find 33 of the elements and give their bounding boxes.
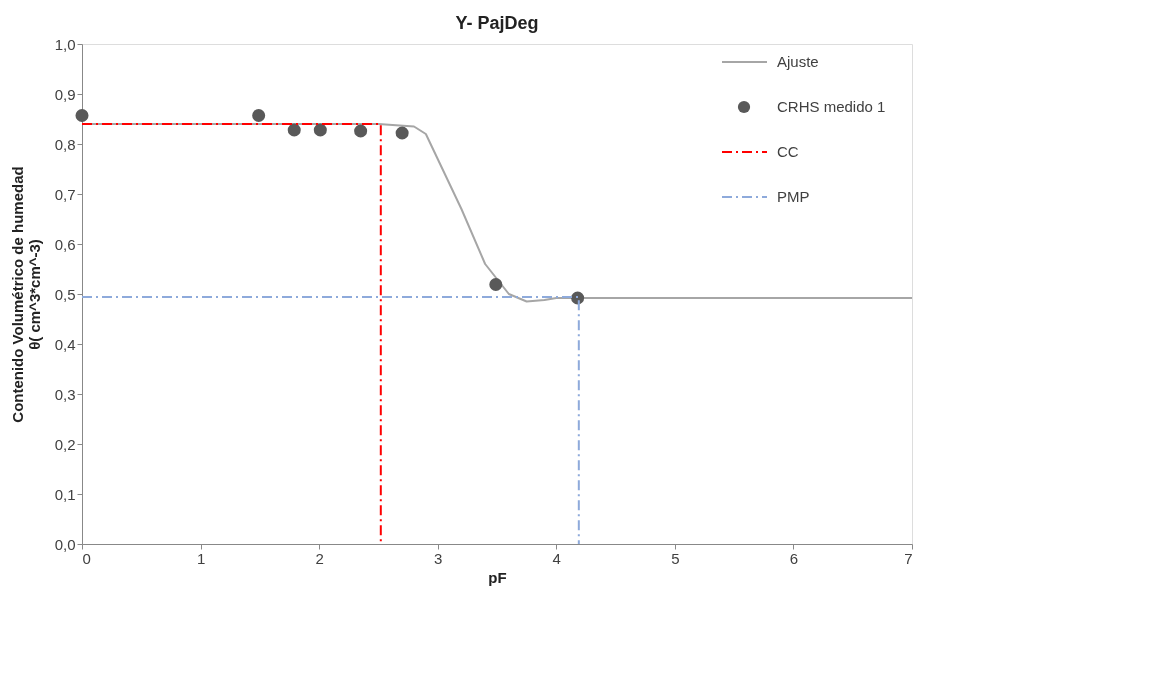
x-tick-label: 7 bbox=[904, 549, 913, 567]
y-tick-label: 0,5 bbox=[54, 285, 76, 303]
x-tick-label: 6 bbox=[789, 549, 799, 567]
point bbox=[313, 123, 327, 137]
legend-label: Ajuste bbox=[777, 53, 819, 70]
x-tick-label: 0 bbox=[82, 549, 91, 567]
y-tick-label: 0,7 bbox=[54, 185, 76, 203]
y-tick-label: 0,9 bbox=[54, 85, 76, 103]
legend-label: CRHS medido 1 bbox=[777, 98, 886, 115]
y-tick-label: 0,6 bbox=[54, 235, 76, 253]
x-tick-label: 2 bbox=[315, 549, 324, 567]
point bbox=[489, 277, 503, 292]
legend-label: PMP bbox=[777, 188, 810, 205]
point bbox=[287, 123, 301, 137]
x-tick-label: 5 bbox=[671, 549, 680, 567]
point bbox=[252, 108, 266, 123]
y-tick-label: 0,2 bbox=[54, 435, 76, 453]
y-tick-label: 1,0 bbox=[54, 35, 76, 53]
x-tick-label: 1 bbox=[196, 549, 206, 567]
x-tick-label: 4 bbox=[552, 549, 561, 567]
y-axis-title: Contenido Volumétrico de humedad θ( cm^3*cm^-3) bbox=[8, 166, 43, 423]
y-tick-label: 0,4 bbox=[54, 335, 76, 353]
point bbox=[75, 108, 89, 123]
x-tick-label: 3 bbox=[434, 549, 443, 567]
point bbox=[395, 126, 409, 140]
point bbox=[354, 124, 368, 138]
legend-label: CC bbox=[777, 143, 799, 160]
x-axis-title: pF bbox=[488, 568, 507, 586]
y-tick-label: 0,1 bbox=[54, 485, 76, 503]
y-tick-label: 0,0 bbox=[54, 535, 76, 553]
y-tick-label: 0,8 bbox=[54, 135, 76, 153]
y-tick-label: 0,3 bbox=[54, 385, 76, 403]
chart-title: Y- PajDeg bbox=[455, 13, 539, 33]
